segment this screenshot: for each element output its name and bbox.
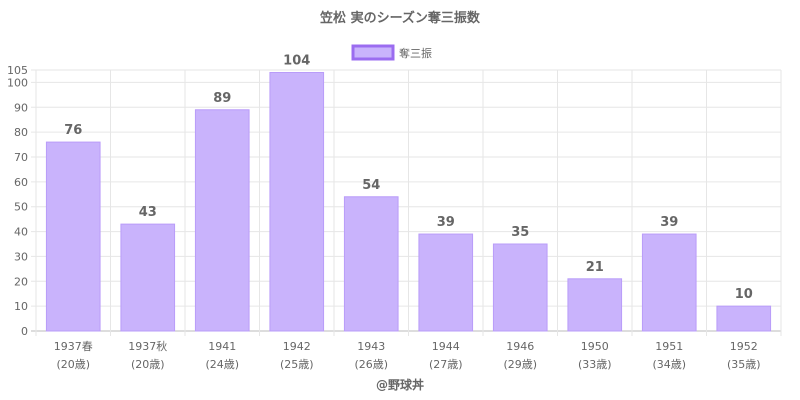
data-label: 76 xyxy=(64,123,82,138)
bar xyxy=(269,71,325,332)
legend: 奪三振 xyxy=(351,44,432,61)
data-label: 35 xyxy=(511,225,529,240)
y-tick-label: 20 xyxy=(14,275,28,288)
data-label: 39 xyxy=(660,215,678,230)
data-labels: 76 43 89 104 54 39 35 21 39 10 xyxy=(64,53,753,302)
x-tick-label: 1951 xyxy=(655,340,683,353)
x-tick-sublabel: (20歳) xyxy=(131,358,165,371)
y-tick-label: 70 xyxy=(14,151,28,164)
y-tick-label: 105 xyxy=(7,64,28,77)
data-label: 21 xyxy=(586,260,604,275)
bar xyxy=(716,305,772,332)
bar xyxy=(194,109,250,332)
y-tick-label: 60 xyxy=(14,176,28,189)
data-label: 43 xyxy=(139,205,157,220)
x-tick-sublabel: (27歳) xyxy=(429,358,463,371)
bar xyxy=(343,196,399,332)
y-tick-label: 100 xyxy=(7,76,28,89)
data-label: 54 xyxy=(362,178,380,193)
legend-swatch xyxy=(351,44,395,61)
x-axis: 1937春 (20歳) 1937秋 (20歳) 1941 (24歳) 1942 (25歳) 19… xyxy=(54,339,761,371)
bar xyxy=(45,141,101,332)
x-tick-label: 1946 xyxy=(506,340,534,353)
legend-label: 奪三振 xyxy=(399,46,432,60)
x-tick-sublabel: (25歳) xyxy=(280,358,314,371)
x-tick-sublabel: (35歳) xyxy=(727,358,761,371)
grid xyxy=(31,69,782,336)
y-tick-label: 90 xyxy=(14,101,28,114)
x-tick-label: 1944 xyxy=(432,340,460,353)
x-tick-sublabel: (33歳) xyxy=(578,358,612,371)
x-tick-sublabel: (24歳) xyxy=(205,358,239,371)
y-tick-label: 0 xyxy=(21,325,28,338)
x-tick-sublabel: (20歳) xyxy=(56,358,90,371)
bar xyxy=(567,278,623,332)
data-label: 10 xyxy=(735,287,753,302)
bar xyxy=(492,243,548,332)
x-tick-label: 1937春 xyxy=(54,340,93,353)
y-tick-label: 50 xyxy=(14,201,28,214)
y-tick-label: 30 xyxy=(14,250,28,263)
data-label: 39 xyxy=(437,215,455,230)
x-tick-sublabel: (34歳) xyxy=(652,358,686,371)
data-label: 89 xyxy=(213,91,231,106)
bar xyxy=(641,233,697,332)
y-tick-label: 10 xyxy=(14,300,28,313)
x-tick-label: 1950 xyxy=(581,340,609,353)
bars xyxy=(45,71,772,332)
credit: @野球丼 xyxy=(376,377,424,392)
x-tick-label: 1937秋 xyxy=(128,339,167,353)
data-label: 104 xyxy=(283,53,310,68)
x-tick-label: 1941 xyxy=(208,340,236,353)
bar xyxy=(120,223,176,332)
x-tick-sublabel: (29歳) xyxy=(503,358,537,371)
x-tick-label: 1943 xyxy=(357,340,385,353)
chart-title: 笠松 実のシーズン奪三振数 xyxy=(319,10,481,26)
y-tick-label: 40 xyxy=(14,226,28,239)
bar xyxy=(418,233,474,332)
x-tick-sublabel: (26歳) xyxy=(354,358,388,371)
x-tick-label: 1952 xyxy=(730,340,758,353)
x-tick-label: 1942 xyxy=(283,340,311,353)
y-tick-label: 80 xyxy=(14,126,28,139)
